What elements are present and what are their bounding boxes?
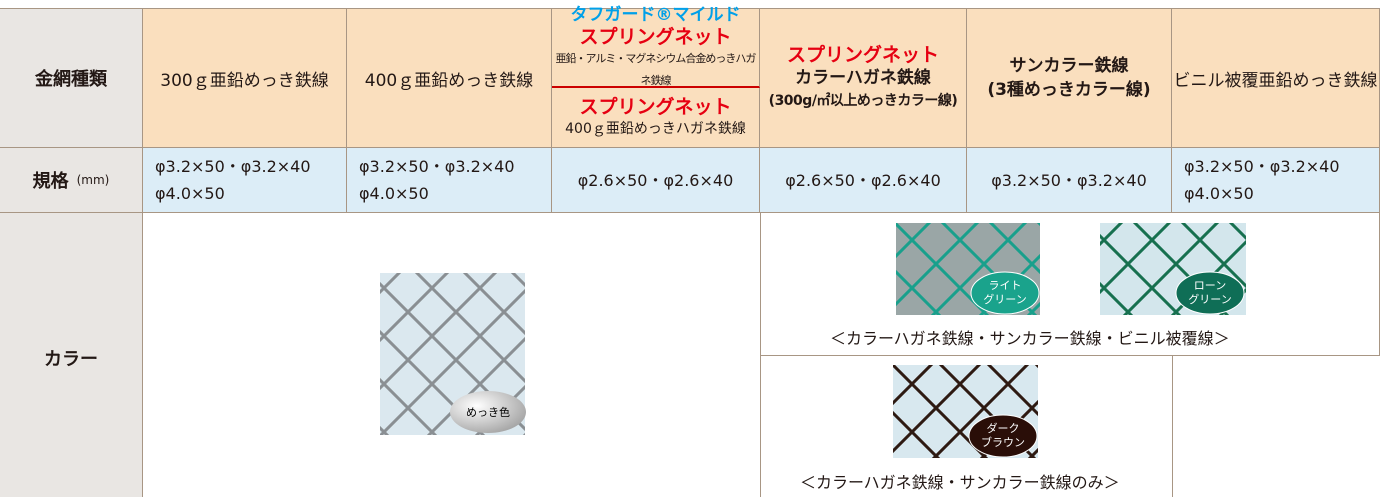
brand: タフガード®マイルド — [570, 4, 741, 25]
divider — [1379, 213, 1380, 356]
header-cell: サンカラー鉄線 (3種めっきカラー線) — [967, 8, 1172, 148]
spec: φ3.2×50・φ3.2×40 — [1184, 157, 1340, 176]
label-line: ダーク — [986, 422, 1020, 435]
header-cell: 金網種類 — [0, 8, 143, 148]
note: (3種めっきカラー線) — [987, 80, 1151, 100]
label-line: ライト — [988, 279, 1022, 292]
spec: φ3.2×50・φ3.2×40 — [991, 170, 1147, 190]
label-line: グリーン — [1188, 293, 1232, 306]
spec-cell: φ3.2×50・φ3.2×40 φ4.0×50 — [1172, 148, 1380, 213]
label-badge — [1175, 271, 1245, 315]
label-badge — [970, 271, 1040, 315]
swatch-label: めっき色 — [466, 406, 510, 419]
header-cell: ビニル被覆亜鉛めっき鉄線 — [1172, 8, 1380, 148]
label-line: ローン — [1193, 279, 1227, 292]
material: 400ｇ亜鉛めっきハガネ鉄線 — [565, 120, 746, 137]
swatch-label: ダーク ブラウン — [969, 422, 1037, 450]
material: カラーハガネ鉄線 — [795, 67, 931, 88]
label-line: ブラウン — [981, 436, 1025, 449]
swatch-label: ライト グリーン — [971, 279, 1039, 307]
row-label: 規格 — [32, 171, 69, 192]
row-label: 金網種類 — [35, 69, 107, 90]
header-cell: タフガード®マイルド スプリングネット 亜鉛・アルミ・マグネシウム合金めっきハガ… — [552, 5, 760, 88]
material: サンカラー鉄線 — [1009, 56, 1129, 76]
spec: φ3.2×50・φ3.2×40 — [359, 157, 515, 176]
swatch-label: ローン グリーン — [1176, 279, 1244, 307]
spec-cell: φ3.2×50・φ3.2×40 φ4.0×50 — [143, 148, 347, 213]
unit: (mm) — [76, 173, 110, 187]
spec-cell: φ2.6×50・φ2.6×40 — [760, 148, 967, 213]
spec: φ4.0×50 — [359, 184, 429, 203]
divider — [1172, 355, 1173, 497]
divider — [760, 355, 1380, 356]
spec: φ2.6×50・φ2.6×40 — [785, 170, 941, 190]
row-label-cell: カラー — [0, 213, 143, 497]
label-badge — [450, 391, 526, 433]
spec: φ2.6×50・φ2.6×40 — [577, 170, 734, 190]
spec: φ4.0×50 — [155, 184, 225, 203]
header-cell: 400ｇ亜鉛めっき鉄線 — [347, 8, 552, 148]
row-label-cell: 規格 (mm) — [0, 148, 143, 213]
product: スプリングネット — [786, 43, 939, 66]
spec: φ4.0×50 — [1184, 184, 1254, 203]
spec-cell: φ3.2×50・φ3.2×40 — [967, 148, 1172, 213]
header-cell: 300ｇ亜鉛めっき鉄線 — [143, 8, 347, 148]
spec: φ3.2×50・φ3.2×40 — [155, 157, 311, 176]
label-line: グリーン — [983, 293, 1027, 306]
label-badge — [968, 414, 1038, 458]
caption: ＜カラーハガネ鉄線・サンカラー鉄線のみ＞ — [800, 473, 1120, 492]
material: 亜鉛・アルミ・マグネシウム合金めっきハガネ鉄線 — [555, 51, 757, 87]
caption: ＜カラーハガネ鉄線・サンカラー鉄線・ビニル被覆線＞ — [830, 329, 1230, 348]
spec-cell: φ2.6×50・φ2.6×40 — [552, 148, 760, 213]
row-label: カラー — [44, 348, 98, 370]
header-cell: スプリングネット カラーハガネ鉄線 (300g/㎡以上めっきカラー線) — [760, 8, 967, 148]
spec-cell: φ3.2×50・φ3.2×40 φ4.0×50 — [347, 148, 552, 213]
product: スプリングネット — [579, 25, 732, 48]
column-title: 400ｇ亜鉛めっき鉄線 — [364, 70, 534, 91]
column-title: ビニル被覆亜鉛めっき鉄線 — [1173, 70, 1378, 91]
note: (300g/㎡以上めっきカラー線) — [768, 92, 958, 109]
header-cell: スプリングネット 400ｇ亜鉛めっきハガネ鉄線 — [552, 88, 760, 148]
column-title: 300ｇ亜鉛めっき鉄線 — [160, 70, 329, 91]
product: スプリングネット — [579, 95, 732, 118]
